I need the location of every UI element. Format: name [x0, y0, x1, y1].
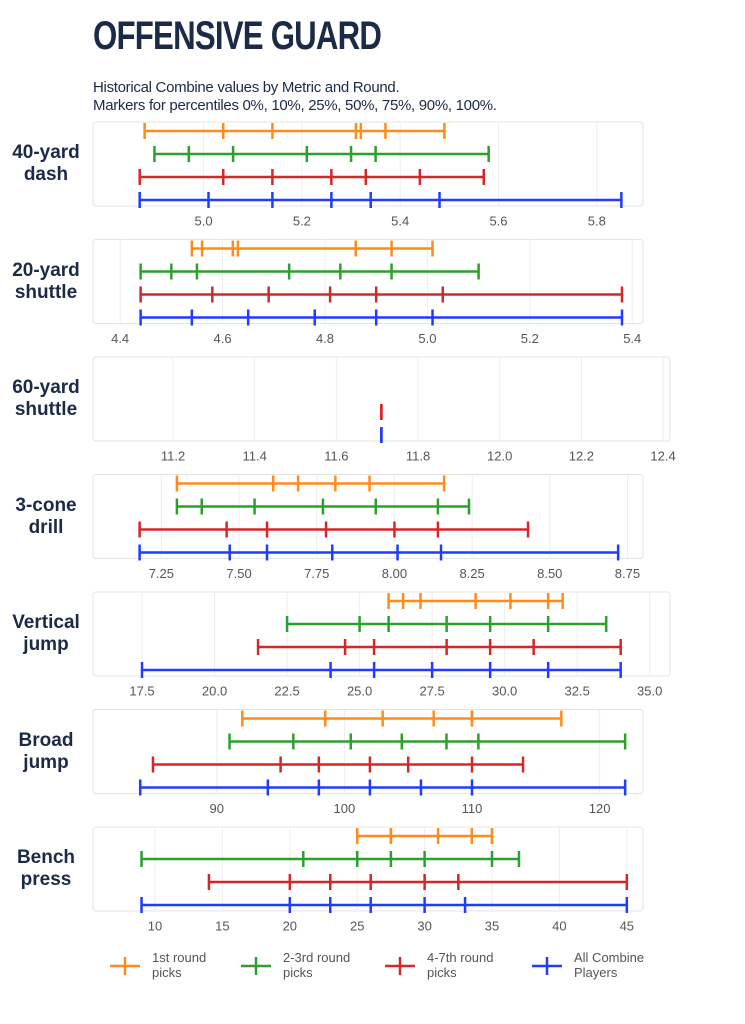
x-tick-label: 35	[485, 918, 499, 933]
panel-label: 60-yard shuttle	[12, 377, 80, 420]
panel-label: Broad jump	[18, 729, 74, 773]
x-tick-label: 12.0	[487, 448, 512, 463]
x-tick-label: 15	[215, 918, 229, 933]
x-tick-label: 4.8	[316, 331, 334, 346]
page-title: OFFENSIVE GUARD	[93, 14, 382, 58]
x-tick-label: 45	[620, 918, 634, 933]
x-tick-label: 11.4	[243, 448, 267, 463]
x-tick-label: 8.50	[537, 566, 562, 581]
x-tick-label: 11.6	[324, 448, 348, 463]
x-tick-label: 7.25	[149, 566, 174, 581]
x-tick-label: 110	[462, 801, 483, 816]
x-tick-label: 7.75	[304, 566, 329, 581]
x-tick-label: 35.0	[637, 683, 662, 698]
subtitle: Markers for percentiles 0%, 10%, 25%, 50…	[93, 97, 497, 114]
x-tick-label: 90	[210, 801, 224, 816]
x-tick-label: 25	[350, 918, 364, 933]
x-tick-label: 12.2	[569, 448, 594, 463]
x-tick-label: 5.2	[293, 213, 311, 228]
panel-frame	[92, 474, 644, 559]
x-tick-label: 5.6	[489, 213, 507, 228]
x-tick-label: 120	[589, 801, 611, 816]
x-tick-label: 40	[552, 918, 566, 933]
subtitle: Historical Combine values by Metric and …	[93, 79, 400, 96]
x-tick-label: 5.2	[521, 331, 539, 346]
x-tick-label: 11.8	[406, 448, 430, 463]
x-tick-label: 8.25	[459, 566, 484, 581]
x-tick-label: 4.4	[111, 331, 129, 346]
x-tick-label: 30	[417, 918, 431, 933]
panel-frame	[92, 591, 671, 677]
x-tick-label: 20.0	[202, 683, 227, 698]
panel-label: Vertical jump	[12, 612, 80, 655]
x-tick-label: 5.8	[588, 213, 606, 228]
x-tick-label: 17.5	[129, 683, 154, 698]
x-tick-label: 11.2	[161, 448, 185, 463]
panel-frame	[92, 239, 644, 324]
x-tick-label: 30.0	[492, 683, 517, 698]
panel-frame	[92, 121, 644, 207]
x-tick-label: 22.5	[274, 683, 299, 698]
x-tick-label: 32.5	[565, 683, 590, 698]
panel-label: 40-yard dash	[12, 142, 80, 185]
panel-label: 20-yard shuttle	[12, 259, 80, 303]
legend-label: 1st round picks	[152, 950, 207, 980]
x-tick-label: 7.50	[226, 566, 251, 581]
x-tick-label: 12.4	[650, 448, 675, 463]
panel-label: Bench press	[16, 847, 76, 890]
x-tick-label: 5.0	[418, 331, 436, 346]
legend-label: 2-3rd round picks	[283, 950, 351, 980]
x-tick-label: 5.4	[391, 213, 409, 228]
x-tick-label: 20	[283, 918, 297, 933]
panel-frame	[92, 709, 644, 794]
x-tick-label: 8.00	[382, 566, 407, 581]
x-tick-label: 4.6	[214, 331, 232, 346]
x-tick-label: 5.0	[195, 213, 213, 228]
x-tick-label: 25.0	[347, 683, 372, 698]
x-tick-label: 5.4	[623, 331, 641, 346]
panel-frame	[92, 826, 644, 912]
x-tick-label: 10	[148, 918, 162, 933]
panel-label: 3-cone drill	[15, 494, 77, 538]
x-tick-label: 8.75	[615, 566, 640, 581]
legend-label: All Combine Players	[574, 950, 645, 980]
legend-label: 4-7th round picks	[427, 950, 494, 980]
x-tick-label: 100	[334, 801, 356, 816]
x-tick-label: 27.5	[419, 683, 444, 698]
